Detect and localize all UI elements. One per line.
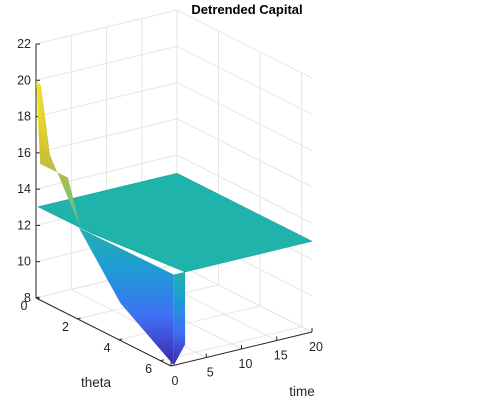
theta-tick-label: 2 (62, 320, 69, 334)
surface-high-strip (36, 80, 51, 157)
time-tick-label: 5 (207, 366, 214, 380)
time-tick-label: 20 (309, 340, 323, 354)
surface-low-face (78, 227, 174, 366)
y-axis-line (35, 297, 172, 367)
theta-tick-label: 0 (21, 299, 28, 313)
z-tick-label: 8 (24, 291, 31, 305)
theta-tick-label: 4 (104, 341, 111, 355)
z-tick-label: 10 (17, 255, 31, 269)
time-tick-label: 0 (172, 374, 179, 388)
surface-low-edge (173, 271, 186, 366)
side-wall (177, 10, 312, 332)
z-tick-label: 18 (17, 110, 31, 124)
axis-box (35, 43, 313, 367)
y-axis-label: theta (81, 375, 112, 390)
theta-tick-label: 6 (145, 362, 152, 376)
z-tick-label: 14 (17, 182, 31, 196)
theta-tick (160, 359, 164, 362)
z-tick-label: 16 (17, 146, 31, 160)
time-tick-label: 10 (239, 357, 253, 371)
x-axis-label: time (289, 384, 315, 399)
surface (36, 80, 313, 366)
time-tick-label: 15 (274, 349, 288, 363)
tick-labels: 8 10 12 14 16 18 20 22 0 2 4 6 0 5 10 15 20 (17, 37, 323, 388)
surface-high-face (36, 80, 81, 228)
theta-tick (118, 338, 123, 341)
z-tick-label: 22 (17, 37, 31, 51)
z-tick-label: 12 (17, 218, 31, 232)
chart-title: Detrended Capital (191, 2, 302, 17)
theta-tick (77, 317, 81, 320)
z-tick-label: 20 (17, 73, 31, 87)
grid-line-theta (160, 72, 303, 362)
surface-plateau (37, 172, 313, 273)
theta-tick (35, 296, 40, 299)
